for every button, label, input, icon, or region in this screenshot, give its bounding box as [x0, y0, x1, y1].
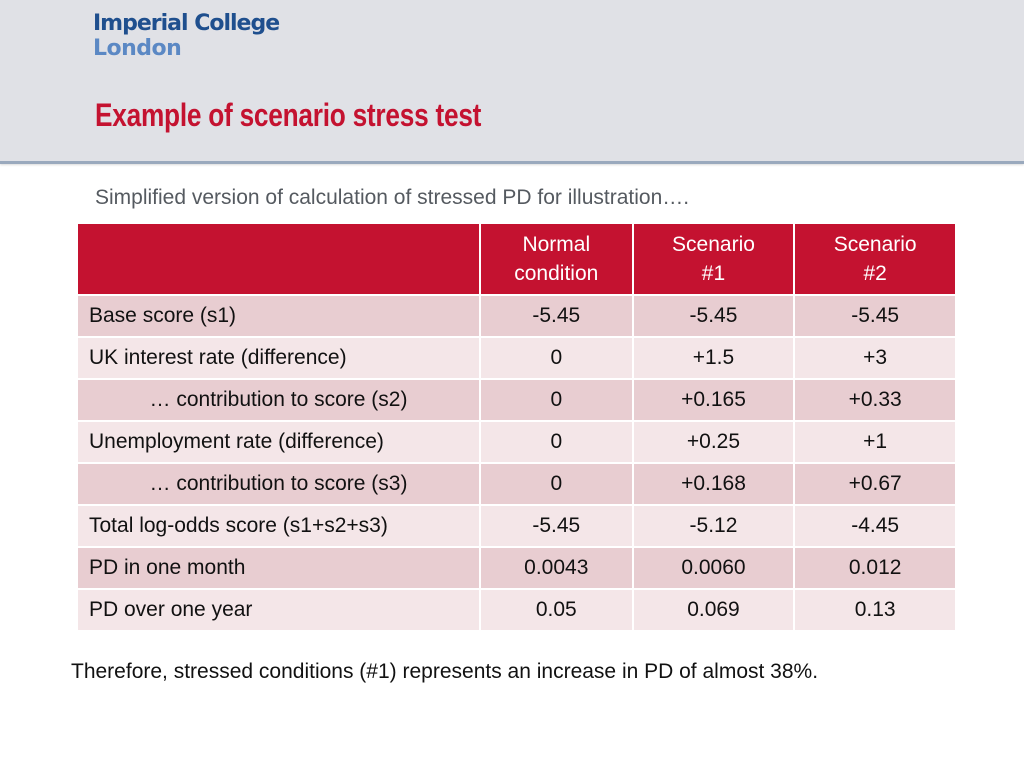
- table-row: PD in one month 0.0043 0.0060 0.012: [76, 546, 957, 590]
- table-body: Base score (s1) -5.45 -5.45 -5.45 UK interes…: [76, 294, 957, 632]
- table-row: Total log-odds score (s1+s2+s3) -5.45 -5.1…: [76, 504, 957, 548]
- cell-normal: -5.45: [478, 504, 634, 548]
- cell-scenario-2: -4.45: [793, 504, 957, 548]
- cell-normal: 0: [478, 420, 634, 464]
- slide-title: Example of scenario stress test: [95, 97, 482, 133]
- imperial-college-logo: Imperial College London: [93, 11, 280, 61]
- conclusion-text: Therefore, stressed conditions (#1) repr…: [71, 660, 819, 683]
- table-row: Unemployment rate (difference) 0 +0.25 +1: [76, 420, 957, 464]
- cell-scenario-2: +3: [793, 336, 957, 380]
- cell-normal: -5.45: [478, 294, 634, 338]
- logo-line-1: Imperial College: [93, 11, 280, 36]
- cell-scenario-1: +0.165: [631, 378, 796, 422]
- cell-normal: 0: [478, 336, 634, 380]
- header-band: Imperial College London Example of scena…: [0, 0, 1024, 164]
- row-label: Base score (s1): [76, 294, 481, 338]
- column-header-label: [76, 222, 481, 296]
- table-row: … contribution to score (s3) 0 +0.168 +0.67: [76, 462, 957, 506]
- cell-scenario-2: 0.13: [793, 588, 957, 632]
- row-label: Unemployment rate (difference): [76, 420, 481, 464]
- row-label: … contribution to score (s2): [76, 378, 481, 422]
- table-row: PD over one year 0.05 0.069 0.13: [76, 588, 957, 632]
- cell-scenario-1: -5.12: [631, 504, 796, 548]
- row-label: PD in one month: [76, 546, 481, 590]
- cell-scenario-2: 0.012: [793, 546, 957, 590]
- row-label: PD over one year: [76, 588, 481, 632]
- column-header-scenario-1: Scenario #1: [631, 222, 796, 296]
- cell-scenario-1: +0.25: [631, 420, 796, 464]
- cell-scenario-1: +1.5: [631, 336, 796, 380]
- row-label: Total log-odds score (s1+s2+s3): [76, 504, 481, 548]
- table-row: Base score (s1) -5.45 -5.45 -5.45: [76, 294, 957, 338]
- row-label: UK interest rate (difference): [76, 336, 481, 380]
- cell-normal: 0: [478, 462, 634, 506]
- stress-test-table: Normal condition Scenario #1 Scenario #2 Ba…: [76, 222, 957, 632]
- table-row: … contribution to score (s2) 0 +0.165 +0.33: [76, 378, 957, 422]
- column-header-normal: Normal condition: [478, 222, 634, 296]
- cell-normal: 0: [478, 378, 634, 422]
- logo-line-2: London: [93, 36, 182, 61]
- cell-scenario-1: +0.168: [631, 462, 796, 506]
- column-header-scenario-2: Scenario #2: [793, 222, 957, 296]
- cell-scenario-1: 0.069: [631, 588, 796, 632]
- cell-scenario-2: -5.45: [793, 294, 957, 338]
- table-header-row: Normal condition Scenario #1 Scenario #2: [76, 222, 957, 296]
- slide-subtitle: Simplified version of calculation of str…: [95, 186, 690, 209]
- cell-normal: 0.0043: [478, 546, 634, 590]
- row-label: … contribution to score (s3): [76, 462, 481, 506]
- cell-scenario-2: +0.67: [793, 462, 957, 506]
- cell-scenario-1: 0.0060: [631, 546, 796, 590]
- cell-scenario-2: +0.33: [793, 378, 957, 422]
- cell-normal: 0.05: [478, 588, 634, 632]
- cell-scenario-1: -5.45: [631, 294, 796, 338]
- cell-scenario-2: +1: [793, 420, 957, 464]
- table-row: UK interest rate (difference) 0 +1.5 +3: [76, 336, 957, 380]
